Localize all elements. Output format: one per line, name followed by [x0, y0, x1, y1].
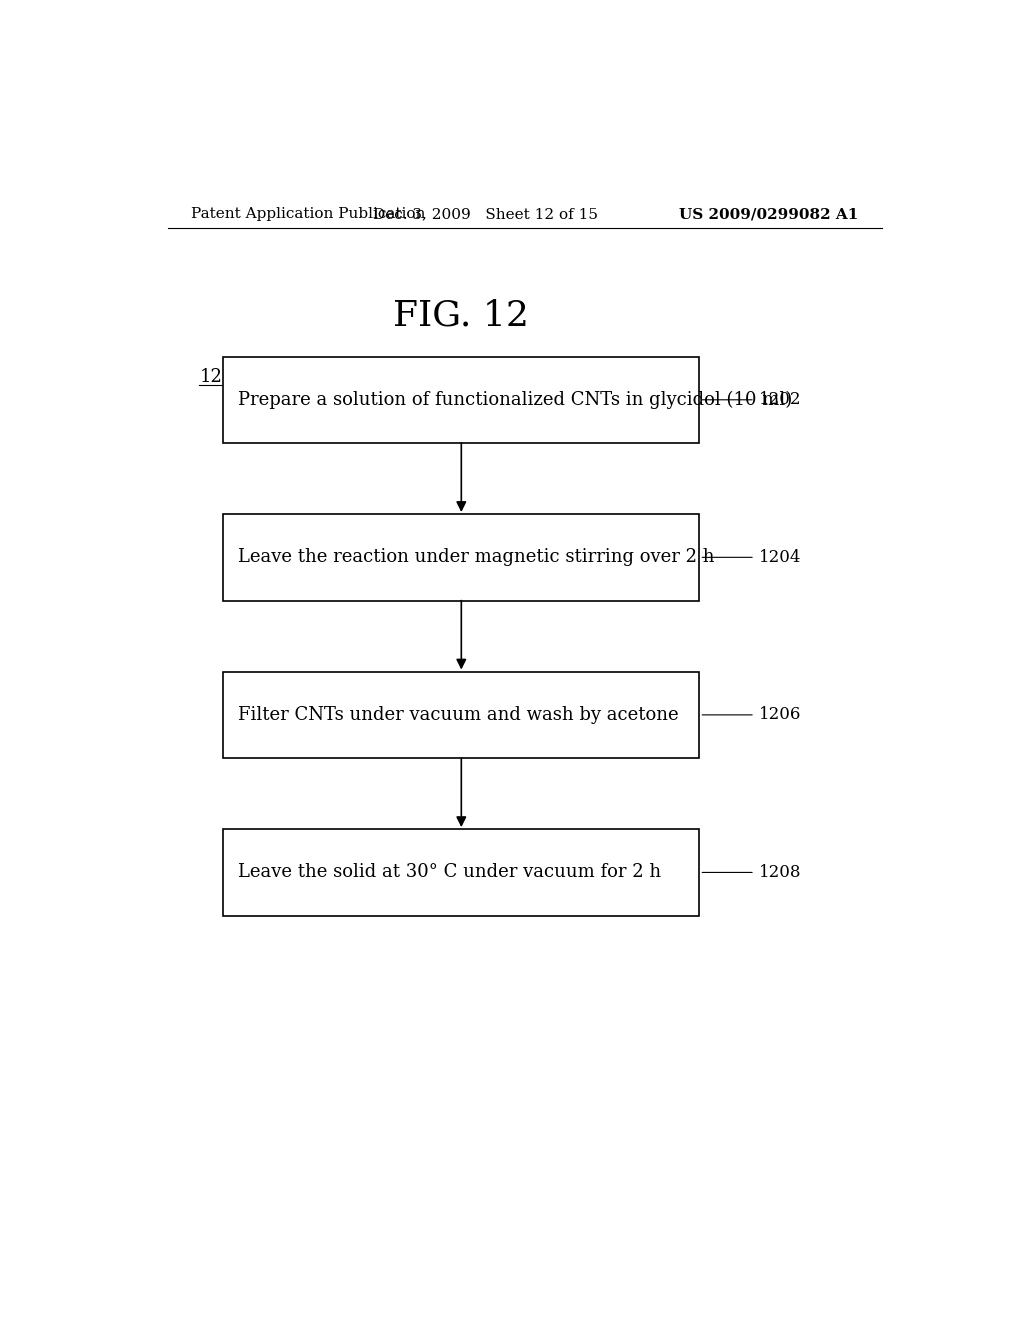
FancyBboxPatch shape [223, 829, 699, 916]
Text: Dec. 3, 2009   Sheet 12 of 15: Dec. 3, 2009 Sheet 12 of 15 [373, 207, 598, 222]
Text: 1200: 1200 [200, 368, 246, 385]
FancyBboxPatch shape [223, 356, 699, 444]
FancyBboxPatch shape [223, 672, 699, 758]
Text: 1202: 1202 [759, 391, 802, 408]
Text: Filter CNTs under vacuum and wash by acetone: Filter CNTs under vacuum and wash by ace… [238, 706, 678, 723]
Text: FIG. 12: FIG. 12 [393, 298, 529, 333]
Text: 1206: 1206 [759, 706, 802, 723]
Text: US 2009/0299082 A1: US 2009/0299082 A1 [679, 207, 858, 222]
FancyBboxPatch shape [223, 515, 699, 601]
Text: Leave the reaction under magnetic stirring over 2 h: Leave the reaction under magnetic stirri… [238, 548, 714, 566]
Text: Prepare a solution of functionalized CNTs in glycidol (10 ml): Prepare a solution of functionalized CNT… [238, 391, 792, 409]
Text: Patent Application Publication: Patent Application Publication [191, 207, 426, 222]
Text: 1208: 1208 [759, 863, 802, 880]
Text: 1204: 1204 [759, 549, 802, 566]
Text: Leave the solid at 30° C under vacuum for 2 h: Leave the solid at 30° C under vacuum fo… [238, 863, 660, 882]
